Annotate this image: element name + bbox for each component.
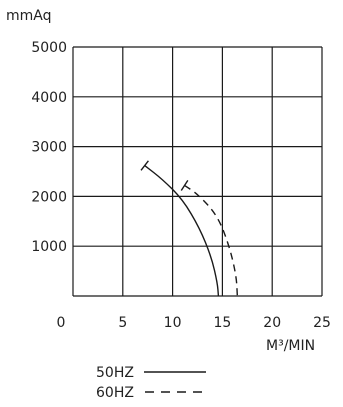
x-tick-label: 0 bbox=[57, 315, 66, 331]
x-tick-label: 20 bbox=[263, 315, 281, 331]
x-axis-label: M³/MIN bbox=[266, 338, 315, 354]
series-end-cap bbox=[140, 160, 149, 171]
x-tick-label: 10 bbox=[164, 315, 182, 331]
y-axis-label: mmAq bbox=[6, 8, 52, 24]
y-tick-label: 3000 bbox=[31, 140, 67, 156]
y-tick-labels: 1000 2000 3000 4000 5000 bbox=[31, 40, 67, 255]
x-tick-labels: 0 5 10 15 20 25 bbox=[57, 315, 331, 331]
x-tick-label: 15 bbox=[213, 315, 231, 331]
y-tick-label: 4000 bbox=[31, 90, 67, 106]
y-tick-label: 2000 bbox=[31, 189, 67, 205]
legend-label: 60HZ bbox=[96, 385, 134, 401]
legend: 50HZ 60HZ bbox=[96, 365, 206, 401]
series-line-60HZ bbox=[184, 184, 239, 297]
grid bbox=[72, 46, 323, 297]
x-tick-label: 5 bbox=[118, 315, 127, 331]
y-tick-label: 5000 bbox=[31, 40, 67, 56]
y-tick-label: 1000 bbox=[31, 239, 67, 255]
series-lines bbox=[140, 160, 239, 297]
series-line-50HZ bbox=[144, 164, 220, 297]
legend-label: 50HZ bbox=[96, 365, 134, 381]
series-end-cap bbox=[180, 180, 189, 191]
x-tick-label: 25 bbox=[313, 315, 331, 331]
